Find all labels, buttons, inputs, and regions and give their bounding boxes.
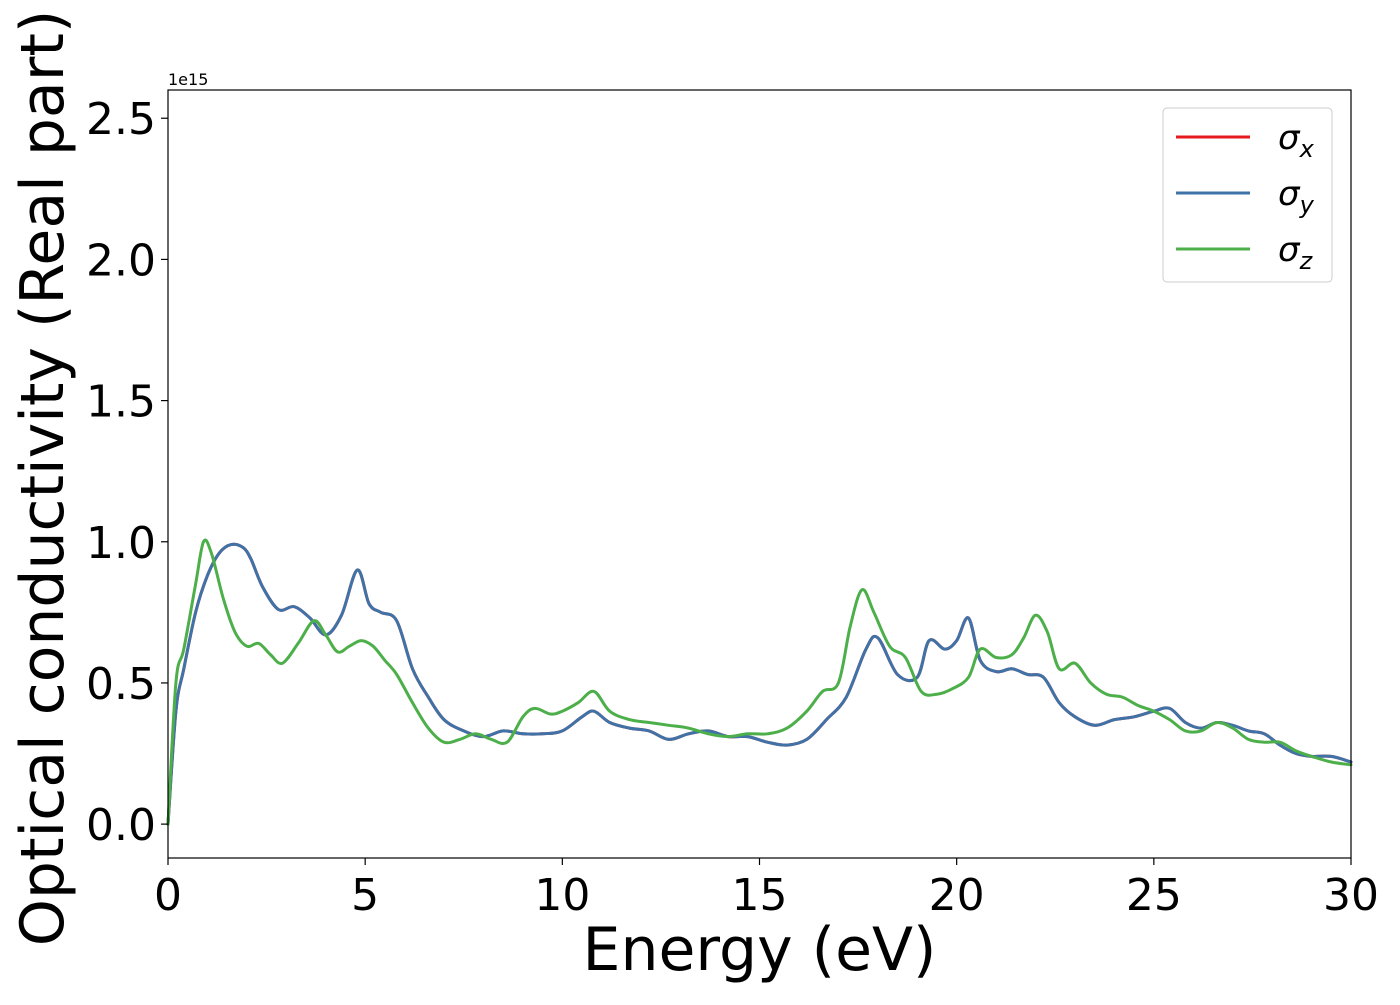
series-line-sigma-z xyxy=(166,538,1353,826)
legend: σx σy σz xyxy=(1162,107,1333,283)
y-tick-label: 2.0 xyxy=(86,235,156,286)
x-tick-label: 25 xyxy=(1126,870,1182,921)
y-tick-label: 0.0 xyxy=(86,800,156,851)
legend-label-sigma-z: σz xyxy=(1278,230,1314,275)
x-tick-label: 5 xyxy=(351,870,379,921)
y-ticks: 0.0 0.5 1.0 1.5 2.0 2.5 xyxy=(86,94,168,851)
x-ticks: 0 5 10 15 20 25 30 xyxy=(154,858,1379,921)
plot-lines xyxy=(166,538,1353,826)
x-tick-label: 10 xyxy=(534,870,590,921)
y-offset-text: 1e15 xyxy=(168,70,208,89)
x-axis-title: Energy (eV) xyxy=(583,915,937,985)
series-line-sigma-x xyxy=(166,542,1353,826)
y-axis-title: Optical conductivity (Real part) xyxy=(8,10,78,947)
x-tick-label: 0 xyxy=(154,870,182,921)
x-tick-label: 20 xyxy=(929,870,985,921)
y-tick-label: 2.5 xyxy=(86,94,156,145)
x-tick-label: 15 xyxy=(732,870,788,921)
legend-entries: σx σy σz xyxy=(1176,118,1315,275)
series-line-sigma-y xyxy=(166,542,1353,826)
legend-label-sigma-y: σy xyxy=(1278,174,1315,219)
x-tick-label: 30 xyxy=(1323,870,1379,921)
legend-label-sigma-x: σx xyxy=(1278,118,1315,163)
y-tick-label: 1.5 xyxy=(86,377,156,428)
y-tick-label: 1.0 xyxy=(86,518,156,569)
legend-box xyxy=(1162,107,1333,283)
y-tick-label: 0.5 xyxy=(86,659,156,710)
